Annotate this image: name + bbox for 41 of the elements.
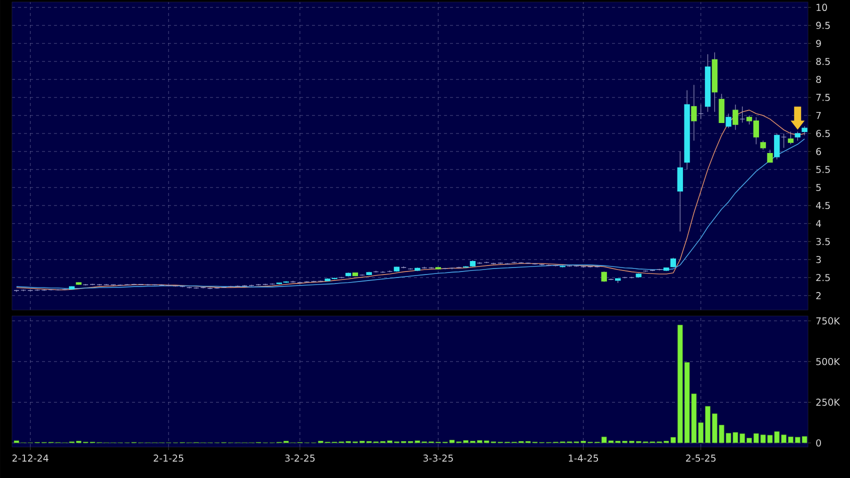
y-tick-label: 2 (816, 292, 821, 300)
x-tick-label: 2-1-25 (154, 454, 184, 462)
candlestick (677, 151, 683, 232)
candlestick (767, 149, 773, 163)
candlestick (726, 113, 732, 128)
y-tick-label: 6 (816, 148, 821, 156)
x-tick-label: 2-12-24 (12, 454, 48, 462)
candlestick (760, 140, 766, 150)
x-tick-label: 1-4-25 (568, 454, 598, 462)
y-tick-label: 3 (816, 256, 821, 264)
candlestick (794, 131, 800, 141)
y-tick-label: 0 (816, 439, 821, 447)
y-tick-label: 5.5 (816, 166, 830, 174)
x-tick-label: 2-5-25 (686, 454, 716, 462)
candlestick (774, 133, 780, 160)
y-tick-label: 8.5 (816, 58, 830, 66)
y-tick-label: 250K (816, 398, 840, 406)
y-tick-label: 4 (816, 220, 822, 227)
x-tick-label: 3-2-25 (285, 454, 315, 462)
x-tick-label: 3-3-25 (423, 454, 453, 462)
candlestick (670, 257, 676, 268)
candlestick (739, 106, 746, 123)
y-tick-label: 3.5 (816, 238, 830, 246)
candlestick (788, 131, 794, 145)
y-tick-label: 4.5 (816, 202, 830, 210)
candlestick (373, 270, 379, 273)
y-tick-label: 9.5 (816, 22, 830, 30)
y-tick-label: 10 (816, 4, 827, 11)
y-tick-label: 7 (816, 112, 821, 119)
y-tick-label: 8 (816, 76, 821, 84)
y-tick-label: 500K (816, 358, 840, 366)
y-tick-label: 750K (816, 317, 840, 324)
y-tick-label: 2.5 (816, 274, 830, 282)
candlestick (698, 104, 704, 120)
candlestick (780, 133, 787, 148)
y-tick-label: 9 (816, 40, 821, 48)
candlestick (449, 267, 455, 270)
y-tick-label: 7.5 (816, 94, 830, 101)
y-tick-label: 6.5 (816, 130, 830, 138)
y-tick-label: 5 (816, 184, 821, 192)
candlestick (718, 94, 724, 124)
